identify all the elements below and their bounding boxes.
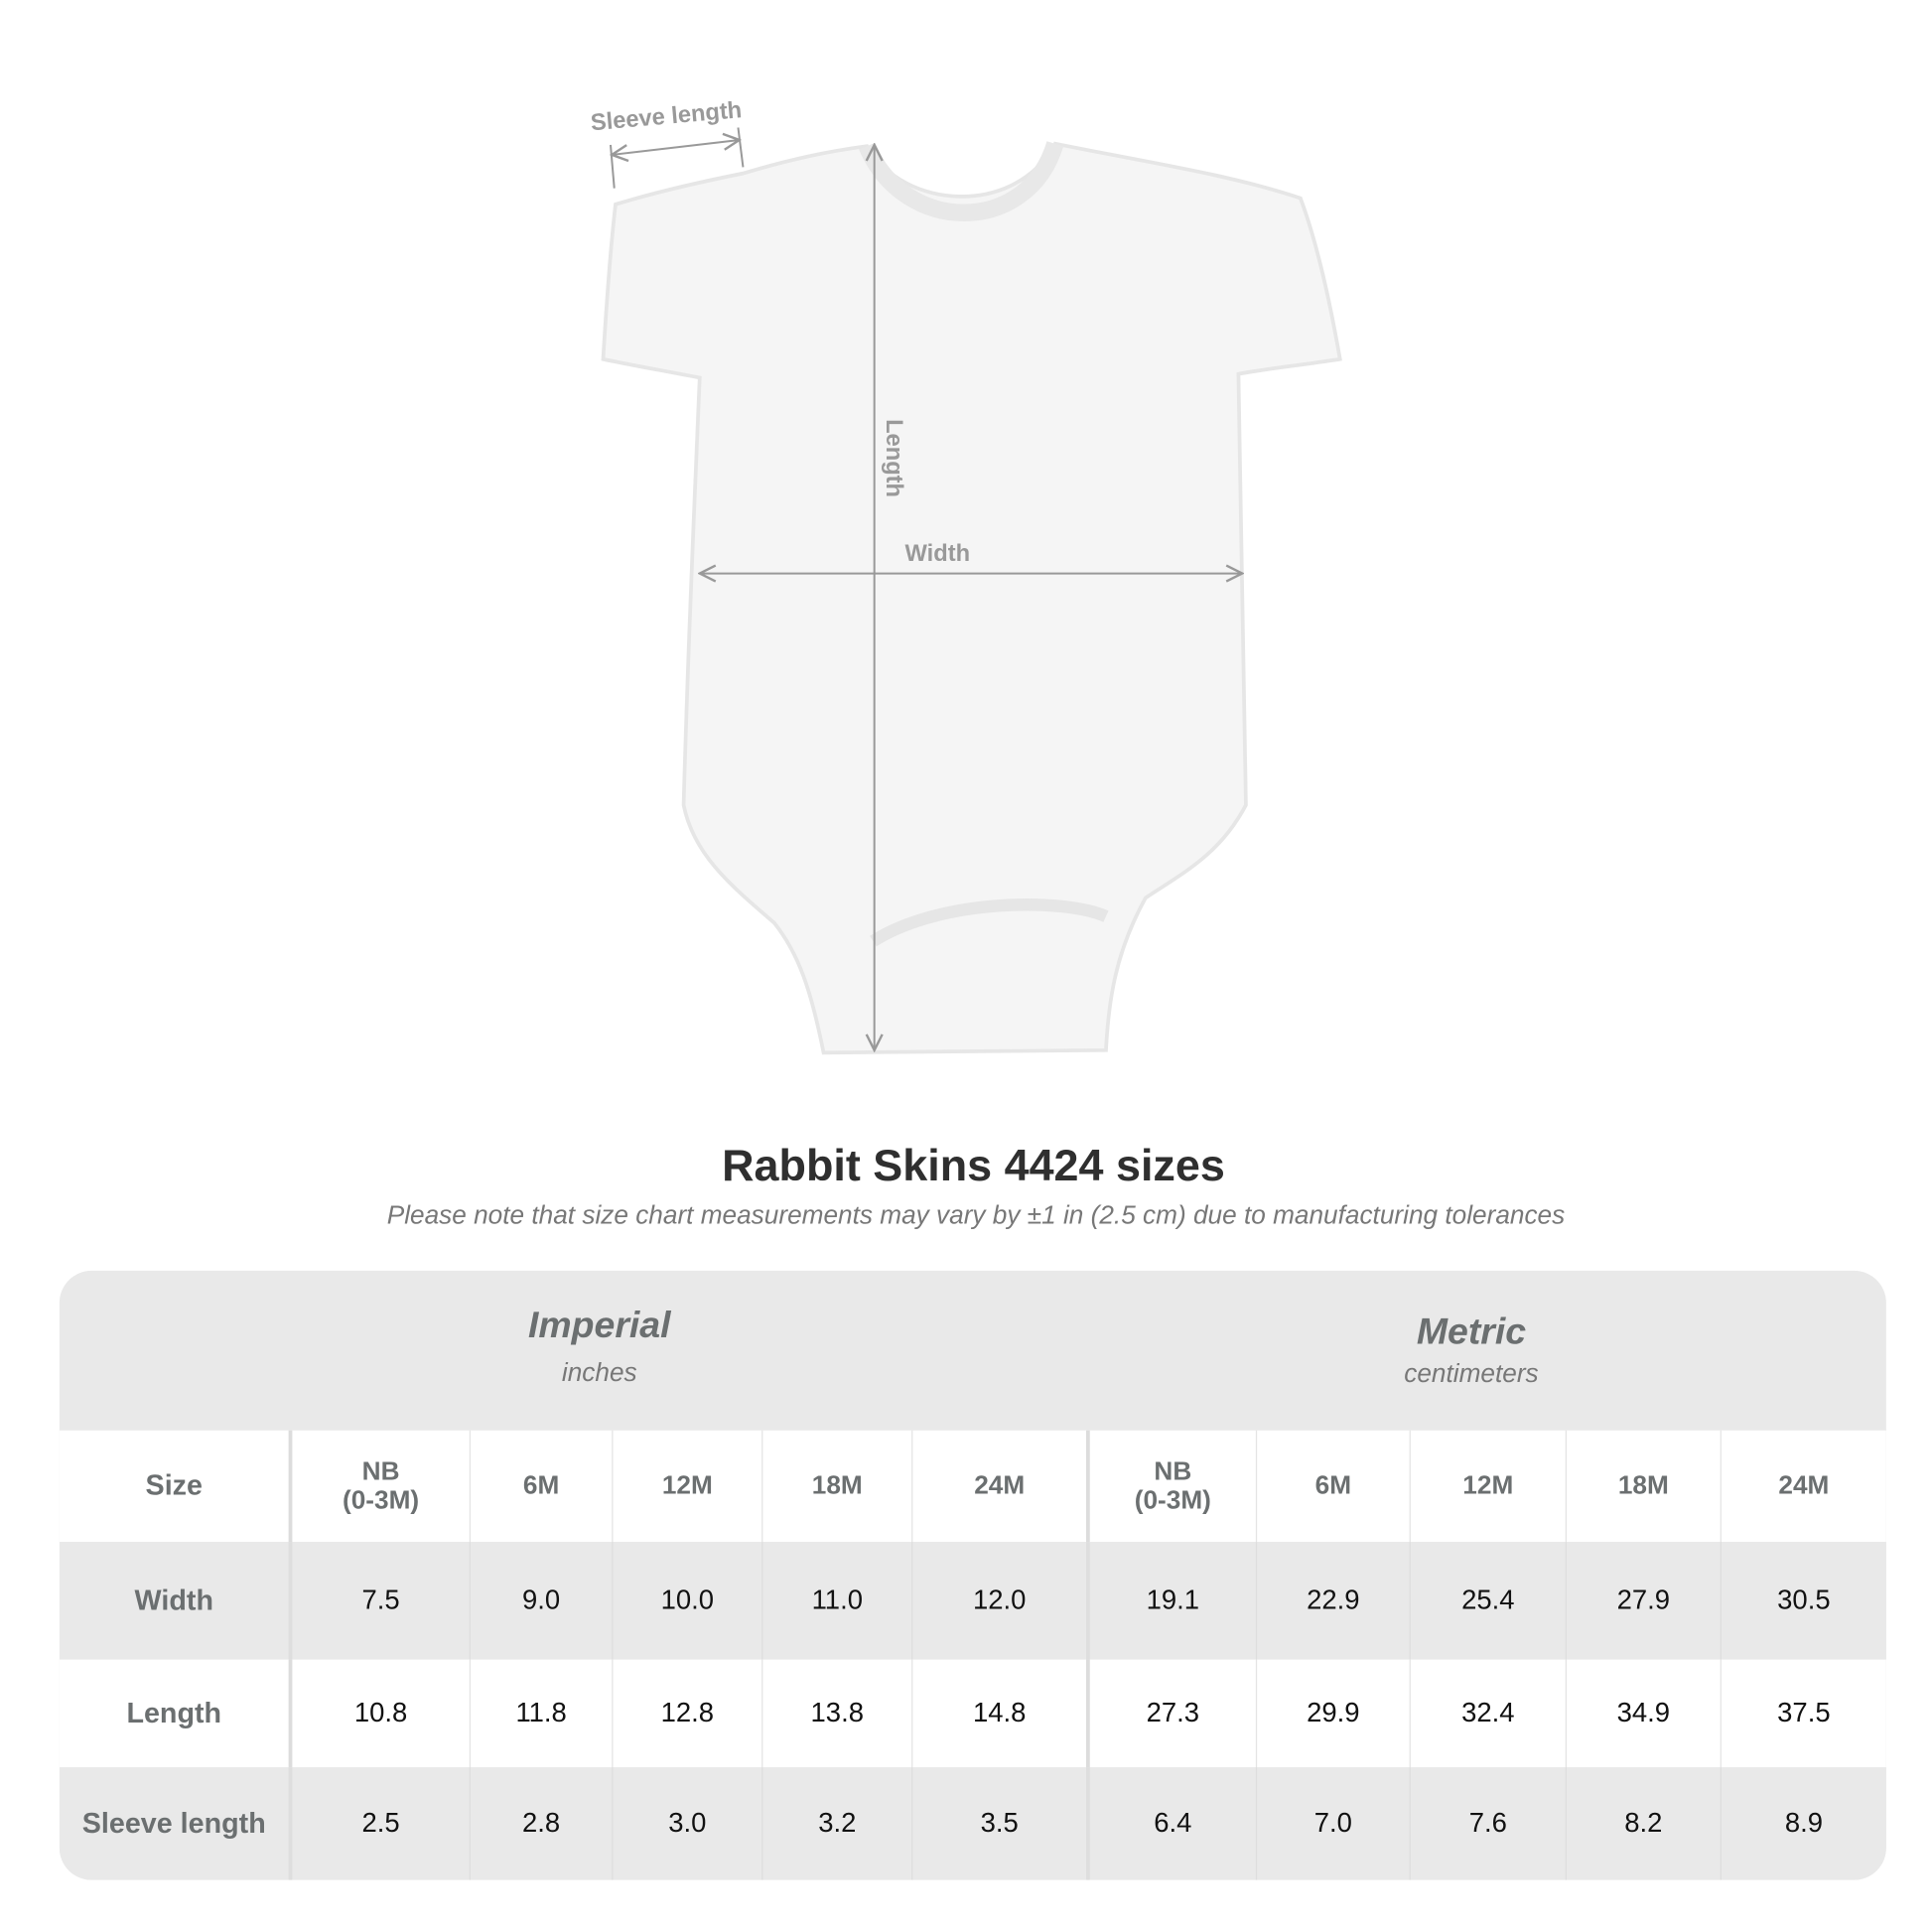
imperial-size-header: 18M [762,1430,913,1543]
table-row: Width 7.5 9.0 10.0 11.0 12.0 19.1 22.9 25.4 27.9 3… [59,1542,1886,1660]
imperial-size-header: 24M [912,1430,1090,1543]
measurement-label: Width [60,1542,293,1660]
size-label: Size [60,1430,293,1543]
sleeve-length-arrow [612,140,739,155]
metric-value-cell: 8.2 [1567,1767,1722,1880]
imperial-value-cell: 3.0 [613,1767,763,1880]
size-table: Imperial inches Metric centimeters Size N… [59,1270,1886,1880]
table-row: Sleeve length 2.5 2.8 3.0 3.2 3.5 6.4 7.0 7.6 8.2… [59,1767,1886,1880]
imperial-value-cell: 9.0 [471,1542,614,1660]
width-label: Width [905,541,971,567]
metric-value-cell: 34.9 [1567,1659,1722,1768]
imperial-value-cell: 2.5 [292,1767,472,1880]
length-label: Length [881,419,906,497]
imperial-value-cell: 12.0 [912,1542,1090,1660]
imperial-value-cell: 11.0 [762,1542,913,1660]
tolerance-note: Please note that size chart measurements… [386,1201,1566,1230]
onesie-body [601,141,1342,1055]
imperial-value-cell: 10.8 [292,1659,472,1768]
metric-value-cell: 8.9 [1784,1807,1823,1839]
imperial-value-cell: 11.8 [471,1659,614,1768]
size-header-row: Size NB (0-3M) 6M 12M 18M 24M NB (0-3M) 6M 12M 18… [59,1430,1886,1543]
metric-unit: centimeters [1404,1359,1539,1389]
imperial-value-cell: 3.5 [912,1767,1090,1880]
sleeve-length-label: Sleeve length [590,97,743,136]
metric-size-header: 24M [1778,1471,1830,1501]
onesie-collar [859,140,1064,221]
metric-value-cell: 32.4 [1411,1659,1568,1768]
metric-value-cell: 27.3 [1090,1659,1258,1768]
metric-value-cell: 30.5 [1777,1584,1831,1616]
metric-value-cell: 22.9 [1257,1542,1411,1660]
imperial-value-cell: 14.8 [912,1659,1090,1768]
metric-value-cell: 7.0 [1257,1767,1411,1880]
imperial-size-header: 12M [613,1430,763,1543]
imperial-value-cell: 13.8 [762,1659,913,1768]
metric-value-cell: 25.4 [1411,1542,1568,1660]
page-title: Rabbit Skins 4424 sizes [722,1139,1225,1190]
metric-value-cell: 29.9 [1257,1659,1411,1768]
metric-value-cell: 37.5 [1777,1697,1831,1728]
imperial-unit: inches [561,1358,637,1388]
onesie-diagram: Sleeve length Length Width [590,97,1342,1055]
metric-value-cell: 6.4 [1090,1767,1258,1880]
metric-title: Metric [1416,1311,1527,1353]
imperial-value-cell: 10.0 [613,1542,763,1660]
metric-size-header: 12M [1411,1430,1568,1543]
metric-value-cell: 19.1 [1090,1542,1258,1660]
imperial-value-cell: 12.8 [613,1659,763,1768]
imperial-size-header: NB (0-3M) [292,1430,472,1543]
metric-value-cell: 7.6 [1411,1767,1568,1880]
metric-value-cell: 27.9 [1567,1542,1722,1660]
imperial-title: Imperial [527,1305,671,1346]
imperial-value-cell: 3.2 [762,1767,913,1880]
metric-size-header: 18M [1567,1430,1722,1543]
measurement-label: Length [60,1659,293,1768]
imperial-value-cell: 2.8 [471,1767,614,1880]
metric-size-header: NB (0-3M) [1090,1430,1258,1543]
imperial-value-cell: 7.5 [292,1542,472,1660]
table-row: Length 10.8 11.8 12.8 13.8 14.8 27.3 29.9 32.4 34… [59,1659,1886,1768]
metric-size-header: 6M [1257,1430,1411,1543]
onesie-snap-flap [870,898,1109,947]
imperial-size-header: 6M [471,1430,614,1543]
measurement-label: Sleeve length [60,1767,293,1880]
